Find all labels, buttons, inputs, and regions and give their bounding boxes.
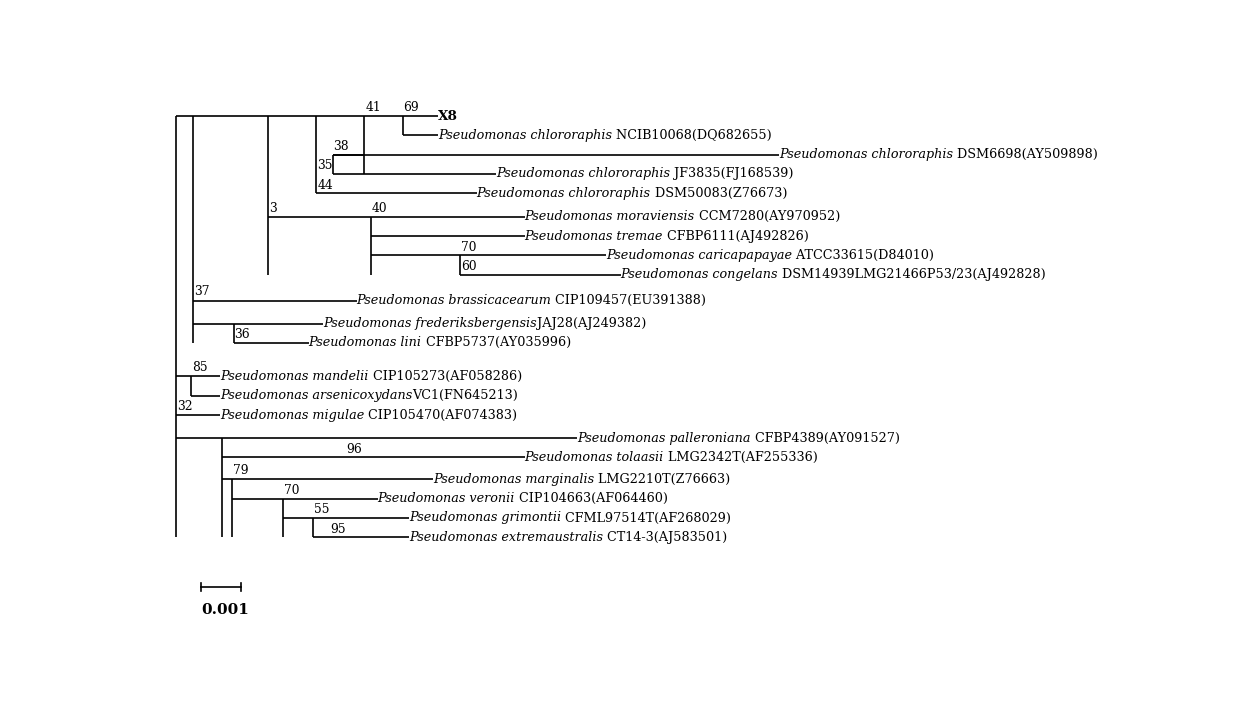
Text: 85: 85	[192, 361, 208, 374]
Text: ATCC33615(D84010): ATCC33615(D84010)	[792, 249, 934, 262]
Text: CIP105273(AF058286): CIP105273(AF058286)	[368, 370, 522, 383]
Text: Pseudomonas caricapapayae: Pseudomonas caricapapayae	[606, 249, 792, 262]
Text: Pseudomonas chlororaphis: Pseudomonas chlororaphis	[496, 167, 670, 180]
Text: CCM7280(AY970952): CCM7280(AY970952)	[695, 210, 840, 223]
Text: Pseudomonas lini: Pseudomonas lini	[309, 336, 421, 350]
Text: 44: 44	[317, 179, 333, 192]
Text: 0.001: 0.001	[201, 603, 249, 617]
Text: Pseudomonas frederiksbergensis: Pseudomonas frederiksbergensis	[323, 317, 536, 330]
Text: Pseudomonas tolaasii: Pseudomonas tolaasii	[524, 451, 664, 464]
Text: Pseudomonas mandelii: Pseudomonas mandelii	[221, 370, 368, 383]
Text: LMG2210T(Z76663): LMG2210T(Z76663)	[595, 473, 731, 486]
Text: Pseudomonas extremaustralis: Pseudomonas extremaustralis	[409, 531, 603, 543]
Text: Pseudomonas veronii: Pseudomonas veronii	[378, 492, 515, 506]
Text: Pseudomonas grimontii: Pseudomonas grimontii	[409, 511, 561, 525]
Text: Pseudomonas arsenicoxydans: Pseudomonas arsenicoxydans	[221, 389, 413, 403]
Text: Pseudomonas chlororaphis: Pseudomonas chlororaphis	[439, 129, 612, 142]
Text: DSM50083(Z76673): DSM50083(Z76673)	[650, 187, 787, 199]
Text: CFML97514T(AF268029): CFML97514T(AF268029)	[561, 511, 731, 525]
Text: 79: 79	[233, 464, 248, 477]
Text: Pseudomonas congelans: Pseudomonas congelans	[621, 268, 778, 281]
Text: VC1(FN645213): VC1(FN645213)	[413, 389, 518, 403]
Text: CIP109457(EU391388): CIP109457(EU391388)	[551, 294, 706, 307]
Text: CIP105470(AF074383): CIP105470(AF074383)	[364, 408, 518, 422]
Text: 60: 60	[461, 260, 477, 273]
Text: 70: 70	[284, 484, 299, 497]
Text: Pseudomonas chlororaphis: Pseudomonas chlororaphis	[779, 148, 953, 161]
Text: DSM6698(AY509898): DSM6698(AY509898)	[953, 148, 1098, 161]
Text: DSM14939LMG21466P53/23(AJ492828): DSM14939LMG21466P53/23(AJ492828)	[778, 268, 1046, 281]
Text: NCIB10068(DQ682655): NCIB10068(DQ682655)	[612, 129, 772, 142]
Text: 55: 55	[315, 503, 330, 516]
Text: Pseudomonas brassicacearum: Pseudomonas brassicacearum	[357, 294, 551, 307]
Text: CIP104663(AF064460): CIP104663(AF064460)	[515, 492, 668, 506]
Text: 69: 69	[404, 101, 419, 114]
Text: 70: 70	[461, 241, 477, 254]
Text: CFBP4389(AY091527): CFBP4389(AY091527)	[751, 432, 900, 445]
Text: CFBP6111(AJ492826): CFBP6111(AJ492826)	[663, 230, 809, 242]
Text: X8: X8	[439, 109, 458, 122]
Text: 41: 41	[366, 101, 380, 114]
Text: 36: 36	[234, 328, 250, 341]
Text: 95: 95	[331, 523, 346, 536]
Text: JAJ28(AJ249382): JAJ28(AJ249382)	[536, 317, 646, 330]
Text: Pseudomonas marginalis: Pseudomonas marginalis	[434, 473, 595, 486]
Text: 35: 35	[317, 159, 332, 172]
Text: 32: 32	[177, 400, 192, 413]
Text: Pseudomonas palleroniana: Pseudomonas palleroniana	[577, 432, 751, 445]
Text: 40: 40	[372, 202, 388, 214]
Text: 3: 3	[269, 202, 276, 214]
Text: JF3835(FJ168539): JF3835(FJ168539)	[670, 167, 793, 180]
Text: Pseudomonas chlororaphis: Pseudomonas chlororaphis	[477, 187, 650, 199]
Text: CT14-3(AJ583501): CT14-3(AJ583501)	[603, 531, 727, 543]
Text: Pseudomonas migulae: Pseudomonas migulae	[221, 408, 364, 422]
Text: CFBP5737(AY035996): CFBP5737(AY035996)	[421, 336, 571, 350]
Text: LMG2342T(AF255336): LMG2342T(AF255336)	[664, 451, 818, 464]
Text: 38: 38	[333, 140, 349, 153]
Text: 96: 96	[346, 443, 362, 455]
Text: 37: 37	[195, 285, 209, 298]
Text: Pseudomonas tremae: Pseudomonas tremae	[524, 230, 663, 242]
Text: Pseudomonas moraviensis: Pseudomonas moraviensis	[524, 210, 695, 223]
